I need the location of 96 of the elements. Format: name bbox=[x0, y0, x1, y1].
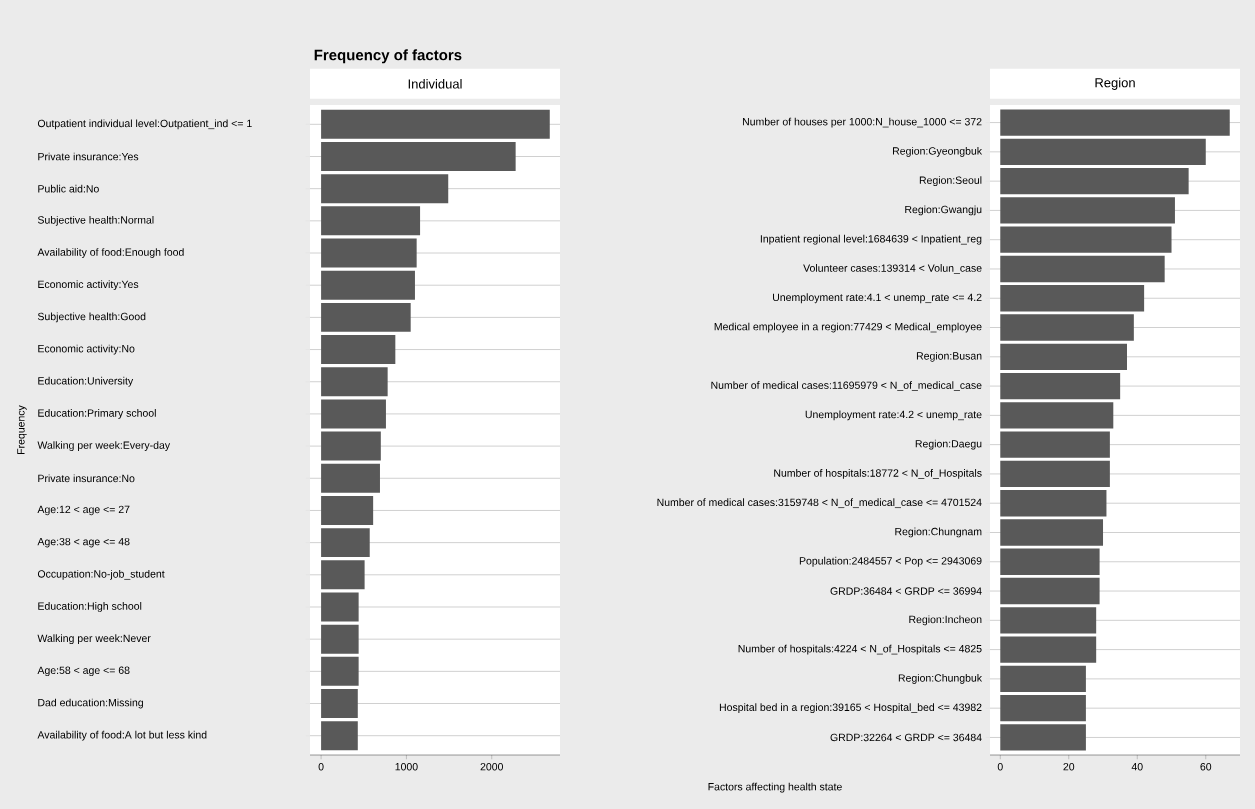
chart-title: Frequency of factors bbox=[314, 49, 462, 64]
bar bbox=[1000, 402, 1114, 429]
y-tick-label: Walking per week:Every-day bbox=[37, 441, 171, 451]
y-tick-label: Age:38 < age <= 48 bbox=[37, 537, 130, 548]
y-tick-label: Region:Daegu bbox=[915, 439, 982, 450]
bar bbox=[321, 399, 386, 429]
bar bbox=[321, 142, 516, 171]
x-tick-label: 0 bbox=[997, 762, 1003, 771]
chart-subtitle: Individual bbox=[408, 79, 462, 89]
bar bbox=[1000, 138, 1206, 166]
y-tick-label: Economic activity:No bbox=[38, 344, 135, 355]
bar bbox=[321, 656, 359, 686]
y-tick-label: Region:Chungbuk bbox=[898, 673, 983, 684]
y-tick-label: Age:58 < age <= 68 bbox=[37, 666, 130, 677]
bar bbox=[321, 721, 358, 751]
y-tick-label: Hospital bed in a region:39165 < Hospital_bed <= 43982 bbox=[719, 703, 982, 714]
y-tick-label: Subjective health:Normal bbox=[37, 215, 154, 226]
bar bbox=[1000, 226, 1172, 253]
bar bbox=[1000, 519, 1104, 546]
bar bbox=[321, 335, 396, 365]
y-axis-title: Frequency bbox=[17, 405, 27, 454]
y-tick-label: Private insurance:No bbox=[38, 474, 135, 483]
bar bbox=[1000, 665, 1086, 693]
bar bbox=[1000, 343, 1127, 370]
x-tick-label: 0 bbox=[318, 762, 324, 771]
bar bbox=[321, 528, 370, 558]
y-tick-label: Dad education:Missing bbox=[38, 698, 143, 709]
y-tick-label: Region:Seoul bbox=[919, 176, 982, 187]
y-tick-label: Population:2484557 < Pop <= 2943069 bbox=[799, 556, 982, 567]
y-tick-label: Public aid:No bbox=[38, 184, 99, 193]
y-tick-label: Unemployment rate:4.1 < unemp_rate <= 4.2 bbox=[773, 293, 982, 304]
bar bbox=[1000, 197, 1175, 224]
y-tick-label: Inpatient regional level:1684639 < Inpatient_reg bbox=[760, 234, 982, 245]
bar bbox=[321, 463, 380, 493]
y-tick-label: Number of hospitals:4224 < N_of_Hospitals <= 4825 bbox=[738, 644, 982, 655]
y-tick-label: Economic activity:Yes bbox=[38, 280, 139, 291]
bar bbox=[1000, 255, 1165, 283]
x-tick-label: 1000 bbox=[395, 762, 418, 771]
y-tick-label: Region:Incheon bbox=[909, 615, 982, 626]
bar bbox=[1000, 285, 1145, 312]
bar bbox=[321, 560, 365, 590]
x-axis-title: Factors affecting health state bbox=[708, 782, 842, 793]
y-tick-label: Number of houses per 1000:N_house_1000 <= 372 bbox=[742, 117, 982, 128]
y-tick-label: Volunteer cases:139314 < Volun_case bbox=[803, 264, 982, 274]
bar bbox=[1000, 167, 1189, 195]
bar bbox=[1000, 694, 1086, 722]
y-tick-label: Age:12 < age <= 27 bbox=[37, 505, 130, 516]
chart-subtitle: Region bbox=[1095, 77, 1135, 90]
y-tick-label: Occupation:No-job_student bbox=[37, 569, 165, 580]
y-tick-label: GRDP:36484 < GRDP <= 36994 bbox=[830, 587, 982, 595]
x-tick-label: 40 bbox=[1131, 762, 1143, 771]
bar bbox=[321, 592, 359, 622]
bar bbox=[321, 689, 358, 718]
y-tick-label: Number of medical cases:11695979 < N_of_medical_case bbox=[711, 381, 982, 391]
bar bbox=[1000, 431, 1110, 458]
bar bbox=[321, 302, 411, 332]
y-tick-label: Medical employee in a region:77429 < Medical_employee bbox=[714, 322, 982, 333]
y-tick-label: Region:Busan bbox=[916, 351, 982, 362]
bar bbox=[1000, 577, 1100, 605]
bar bbox=[321, 238, 417, 268]
bar bbox=[321, 367, 388, 397]
bar bbox=[321, 270, 415, 300]
x-tick-label: 60 bbox=[1200, 762, 1212, 771]
y-tick-label: Region:Gwangju bbox=[905, 205, 982, 216]
bar bbox=[321, 431, 381, 461]
bar bbox=[1000, 372, 1121, 400]
y-tick-label: Private insurance:Yes bbox=[38, 152, 139, 161]
y-tick-label: Education:High school bbox=[38, 602, 142, 612]
bar bbox=[1000, 109, 1230, 136]
bar bbox=[321, 495, 374, 525]
y-tick-label: Walking per week:Never bbox=[37, 634, 151, 645]
x-tick-label: 20 bbox=[1063, 762, 1075, 771]
bar bbox=[1000, 607, 1097, 634]
bar bbox=[321, 206, 421, 236]
y-tick-label: Region:Chungnam bbox=[895, 527, 982, 538]
bar bbox=[1000, 548, 1100, 575]
y-tick-label: Availability of food:A lot but less kind bbox=[37, 730, 207, 741]
y-tick-label: Subjective health:Good bbox=[37, 312, 146, 323]
y-tick-label: Region:Gyeongbuk bbox=[893, 146, 983, 157]
y-tick-label: GRDP:32264 < GRDP <= 36484 bbox=[830, 733, 982, 742]
y-tick-label: Number of hospitals:18772 < N_of_Hospitals bbox=[774, 469, 982, 479]
bar bbox=[321, 109, 550, 139]
bar bbox=[1000, 724, 1086, 751]
y-tick-label: Education:Primary school bbox=[38, 409, 156, 419]
y-tick-label: Unemployment rate:4.2 < unemp_rate bbox=[805, 410, 982, 421]
bar bbox=[321, 174, 449, 204]
bar bbox=[1000, 636, 1097, 663]
bar bbox=[1000, 314, 1134, 341]
y-tick-label: Number of medical cases:3159748 < N_of_medical_case <= 4701524 bbox=[657, 498, 982, 509]
bar bbox=[321, 624, 359, 654]
y-tick-label: Availability of food:Enough food bbox=[37, 248, 184, 258]
x-tick-label: 2000 bbox=[480, 762, 503, 771]
bar bbox=[1000, 460, 1110, 488]
bar bbox=[1000, 490, 1107, 517]
y-tick-label: Education:University bbox=[38, 376, 134, 387]
y-tick-label: Outpatient individual level:Outpatient_ind <= 1 bbox=[37, 119, 252, 130]
